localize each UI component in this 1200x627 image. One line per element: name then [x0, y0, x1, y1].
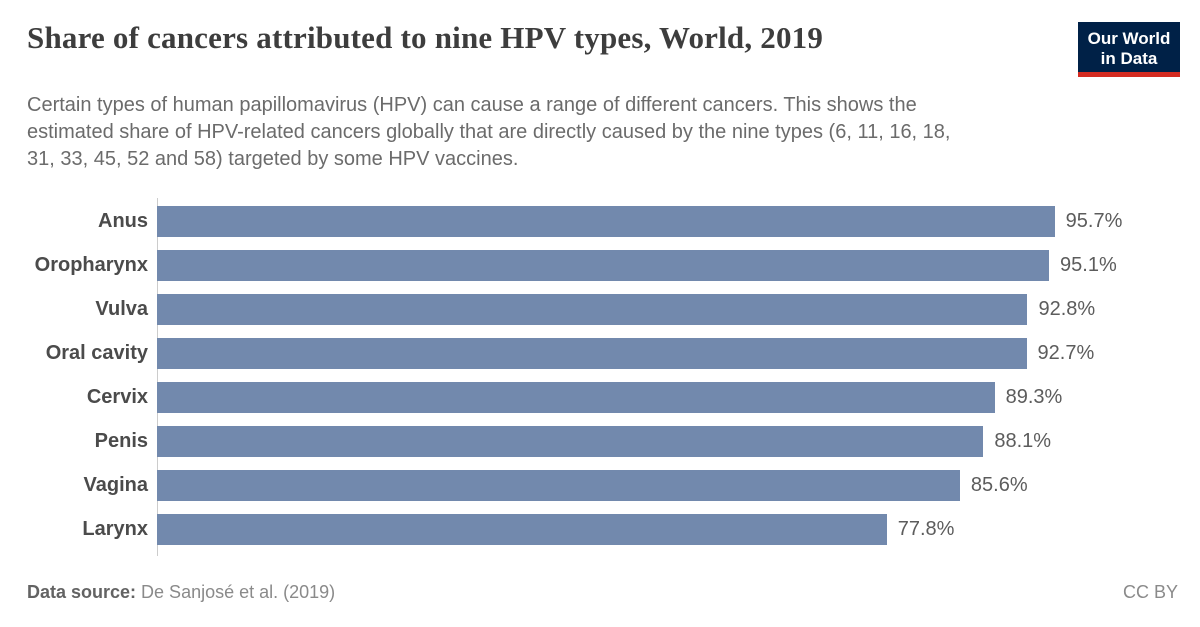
subtitle-line: 31, 33, 45, 52 and 58) targeted by some … [27, 148, 519, 170]
logo-red-strip [1078, 72, 1180, 77]
bar[interactable] [157, 206, 1055, 237]
category-label: Anus [98, 210, 148, 232]
category-label: Oropharynx [34, 254, 148, 276]
value-label: 92.8% [1038, 298, 1096, 320]
bar-track: 85.6% [157, 470, 1200, 501]
category-label: Cervix [86, 386, 148, 408]
bar-track: 95.7% [157, 206, 1200, 237]
y-axis-line [157, 198, 158, 556]
chart-subtitle: Certain types of human papillomavirus (H… [27, 92, 950, 173]
bar[interactable] [157, 338, 1027, 369]
bar-track: 92.8% [157, 294, 1200, 325]
value-label: 92.7% [1037, 342, 1095, 364]
subtitle-line: estimated share of HPV-related cancers g… [27, 121, 951, 143]
chart-title: Share of cancers attributed to nine HPV … [27, 20, 824, 55]
value-label: 85.6% [970, 474, 1028, 496]
bar-row: Anus 95.7% [0, 206, 1200, 237]
data-source-value: De Sanjosé et al. (2019) [136, 582, 336, 602]
value-label: 77.8% [897, 518, 955, 540]
logo-text-line1: Our World [1087, 29, 1171, 48]
value-label: 89.3% [1005, 386, 1063, 408]
bar-track: 92.7% [157, 338, 1200, 369]
category-label: Penis [94, 430, 148, 452]
value-label: 95.7% [1065, 210, 1123, 232]
bar-row: Vagina 85.6% [0, 470, 1200, 501]
bar[interactable] [157, 294, 1028, 325]
bar-row: Cervix 89.3% [0, 382, 1200, 413]
bar-track: 89.3% [157, 382, 1200, 413]
bar[interactable] [157, 470, 960, 501]
bar-row: Vulva 92.8% [0, 294, 1200, 325]
bar-track: 95.1% [157, 250, 1200, 281]
bar-row: Larynx 77.8% [0, 514, 1200, 545]
bar-row: Penis 88.1% [0, 426, 1200, 457]
subtitle-line: Certain types of human papillomavirus (H… [27, 94, 917, 116]
owid-logo: Our World in Data [1078, 22, 1180, 77]
bar-track: 77.8% [157, 514, 1200, 545]
category-label: Vulva [95, 298, 148, 320]
bar[interactable] [157, 250, 1050, 281]
bar-row: Oropharynx 95.1% [0, 250, 1200, 281]
bar-row: Oral cavity 92.7% [0, 338, 1200, 369]
data-source-label: Data source: [27, 582, 137, 602]
bar[interactable] [157, 514, 887, 545]
logo-text-line2: in Data [1100, 49, 1158, 68]
category-label: Vagina [83, 474, 148, 496]
bar[interactable] [157, 382, 995, 413]
chart-footer: Data source: De Sanjosé et al. (2019) CC… [27, 582, 1178, 603]
data-source: Data source: De Sanjosé et al. (2019) [27, 582, 335, 603]
category-label: Larynx [82, 518, 148, 540]
bar-track: 88.1% [157, 426, 1200, 457]
license-badge[interactable]: CC BY [1122, 582, 1178, 602]
value-label: 88.1% [994, 430, 1052, 452]
bar-chart: Anus 95.7% Oropharynx 95.1% Vulva 92.8% … [0, 206, 1200, 558]
bar[interactable] [157, 426, 984, 457]
category-label: Oral cavity [45, 342, 148, 364]
value-label: 95.1% [1060, 254, 1117, 276]
